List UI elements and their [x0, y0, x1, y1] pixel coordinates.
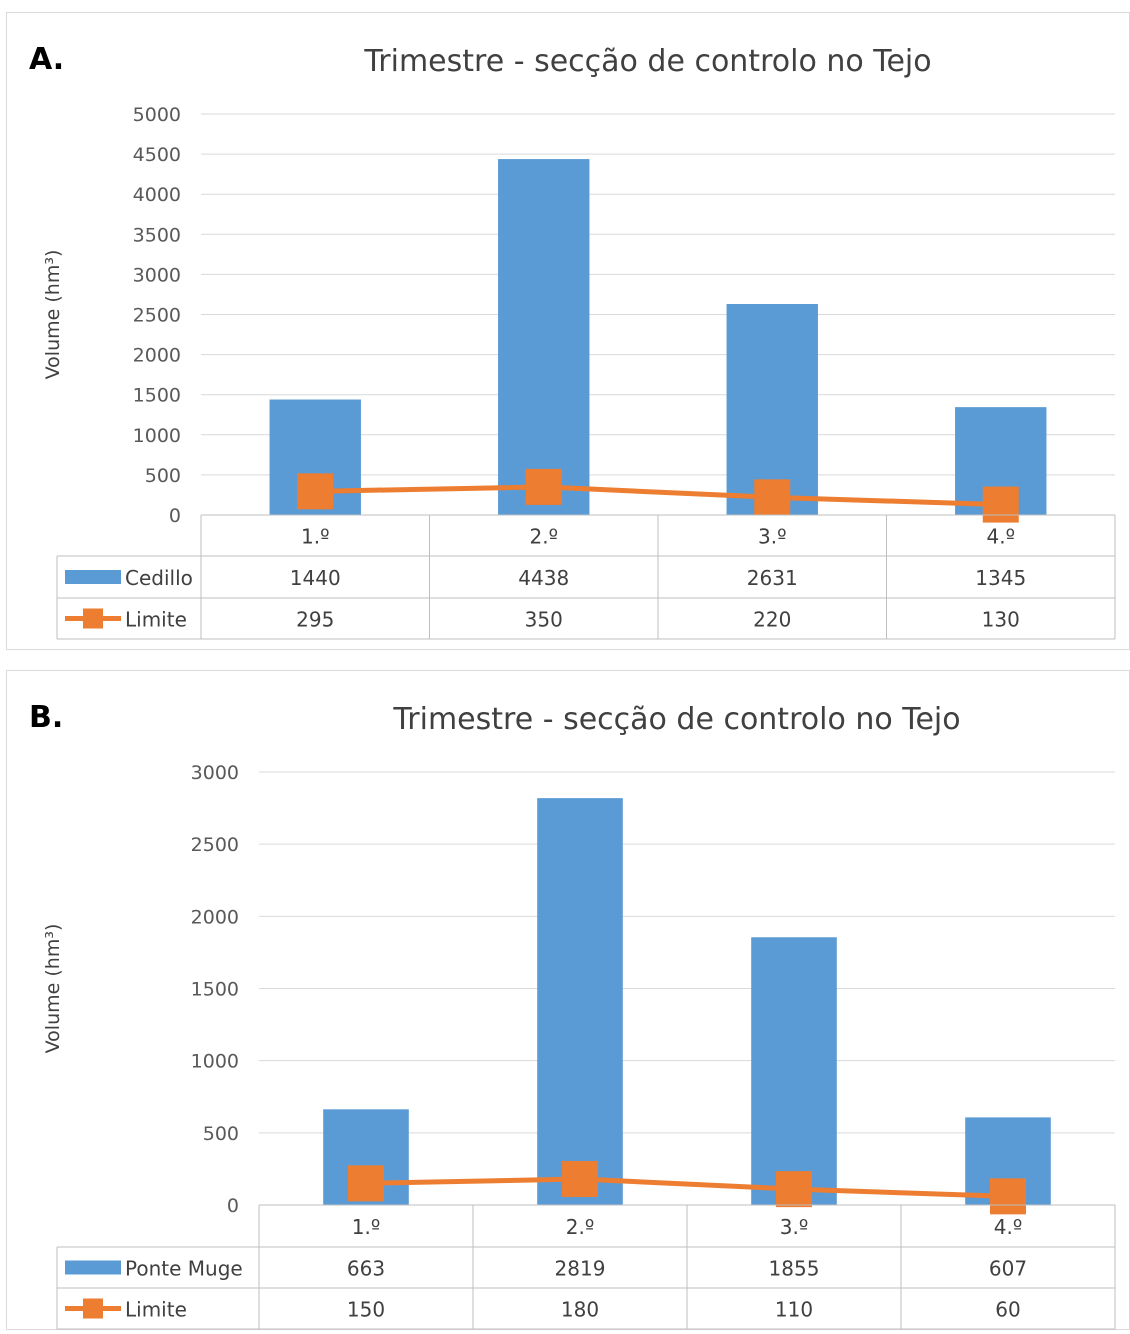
legend-key-bar	[65, 570, 121, 584]
table-cell-value: 607	[989, 1257, 1027, 1281]
table-cell-value: 220	[753, 608, 791, 632]
legend-key-marker	[83, 608, 103, 629]
chart-title: Trimestre - secção de controlo no Tejo	[392, 702, 960, 737]
panel-label: B.	[29, 700, 63, 735]
y-tick-label: 3000	[133, 264, 181, 286]
x-category-label: 2.º	[529, 525, 558, 549]
legend-label: Limite	[125, 608, 187, 632]
y-tick-label: 3000	[191, 762, 239, 784]
table-cell-value: 2631	[747, 566, 798, 590]
legend-key-marker	[83, 1298, 103, 1319]
y-tick-label: 5000	[133, 104, 181, 126]
x-category-label: 1.º	[352, 1215, 381, 1239]
chart-title: Trimestre - secção de controlo no Tejo	[363, 44, 931, 79]
line-point-marker	[982, 486, 1019, 523]
bar	[498, 159, 590, 516]
y-tick-label: 2500	[133, 305, 181, 327]
legend-label: Cedillo	[125, 566, 193, 590]
panel-label: A.	[29, 42, 64, 77]
line-point-marker	[562, 1161, 598, 1198]
y-tick-label: 4500	[133, 144, 181, 166]
chart-b-svg: B. Trimestre - secção de controlo no Tejo…	[29, 700, 1116, 1330]
y-axis-label: Volume (hm³)	[42, 250, 64, 380]
y-tick-label: 0	[227, 1195, 239, 1217]
bar	[537, 798, 623, 1205]
y-tick-label: 1000	[191, 1051, 239, 1073]
table-cell-value: 110	[775, 1298, 813, 1322]
line-point-marker	[754, 479, 791, 516]
x-category-label: 4.º	[994, 1215, 1023, 1239]
y-tick-label: 2000	[191, 906, 239, 928]
chart-a-svg: A. Trimestre - secção de controlo no Tejo…	[29, 42, 1116, 640]
series-line-limite	[315, 484, 1001, 508]
table-cell-value: 180	[561, 1298, 599, 1322]
y-tick-label: 2500	[191, 834, 239, 856]
x-category-label: 1.º	[301, 525, 330, 549]
table-cell-value: 1440	[290, 566, 341, 590]
legend-label: Limite	[125, 1298, 187, 1322]
line-point-marker	[776, 1171, 812, 1208]
y-tick-label: 1500	[133, 385, 181, 407]
legend-label: Ponte Muge	[125, 1257, 243, 1281]
y-tick-label: 500	[203, 1123, 239, 1145]
line-point-marker	[348, 1165, 384, 1202]
chart-panel-a: A. Trimestre - secção de controlo no Tejo…	[6, 12, 1130, 650]
table-cell-value: 130	[982, 608, 1020, 632]
line-point-marker	[525, 468, 562, 505]
series-line-limite	[365, 1176, 1009, 1199]
y-tick-label: 1000	[133, 425, 181, 447]
table-cell-value: 4438	[518, 566, 569, 590]
y-tick-label: 4000	[133, 184, 181, 206]
y-tick-label: 1500	[191, 979, 239, 1001]
y-tick-label: 2000	[133, 345, 181, 367]
line-point-marker	[990, 1178, 1026, 1215]
table-cell-value: 1345	[975, 566, 1026, 590]
table-cell-value: 1855	[769, 1257, 820, 1281]
chart-panel-b: B. Trimestre - secção de controlo no Tejo…	[6, 670, 1130, 1330]
x-category-label: 3.º	[758, 525, 787, 549]
line-point-marker	[297, 473, 334, 510]
table-cell-value: 295	[296, 608, 334, 632]
table-cell-value: 663	[347, 1257, 385, 1281]
x-category-label: 2.º	[566, 1215, 595, 1239]
legend-key-bar	[65, 1260, 121, 1275]
table-cell-value: 350	[525, 608, 563, 632]
table-cell-value: 60	[995, 1298, 1020, 1322]
y-axis-label: Volume (hm³)	[42, 924, 64, 1054]
bar	[751, 937, 837, 1205]
x-category-label: 3.º	[780, 1215, 809, 1239]
table-cell-value: 2819	[555, 1257, 606, 1281]
y-tick-label: 3500	[133, 224, 181, 246]
table-cell-value: 150	[347, 1298, 385, 1322]
x-category-label: 4.º	[986, 525, 1015, 549]
y-tick-label: 500	[145, 465, 181, 487]
y-tick-label: 0	[169, 505, 181, 527]
